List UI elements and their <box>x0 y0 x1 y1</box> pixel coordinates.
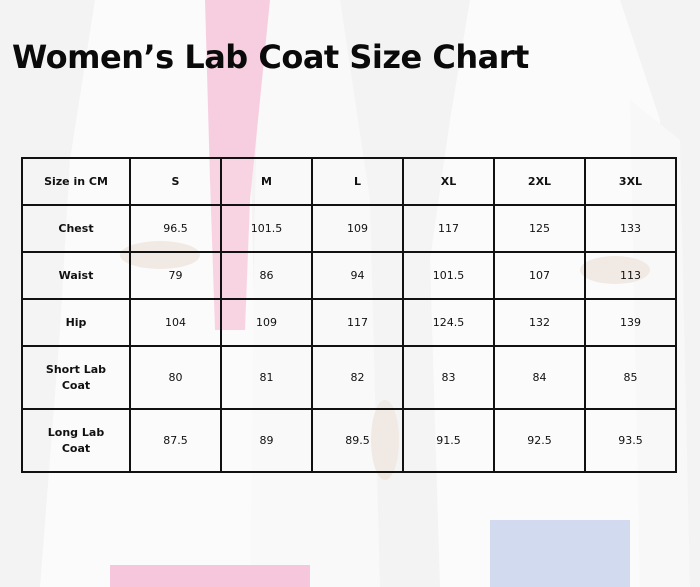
header-cell: S <box>129 157 222 206</box>
table-cell: 101.5 <box>220 204 313 253</box>
table-cell: 139 <box>584 298 677 347</box>
table-cell: 87.5 <box>129 408 222 473</box>
table-cell: 117 <box>311 298 404 347</box>
header-cell: XL <box>402 157 495 206</box>
table-cell: 91.5 <box>402 408 495 473</box>
header-cell: M <box>220 157 313 206</box>
row-label: Long Lab Coat <box>21 408 131 473</box>
table-cell: 84 <box>493 345 586 410</box>
table-cell: 109 <box>311 204 404 253</box>
size-chart-table: Size in CM S M L XL 2XL 3XL Chest 96.5 1… <box>21 157 677 473</box>
table-cell: 133 <box>584 204 677 253</box>
table-cell: 89.5 <box>311 408 404 473</box>
table-cell: 104 <box>129 298 222 347</box>
table-cell: 85 <box>584 345 677 410</box>
table-cell: 101.5 <box>402 251 495 300</box>
table-cell: 96.5 <box>129 204 222 253</box>
table-cell: 92.5 <box>493 408 586 473</box>
table-cell: 82 <box>311 345 404 410</box>
table-row: Waist 79 86 94 101.5 107 113 <box>21 251 677 300</box>
table-cell: 124.5 <box>402 298 495 347</box>
row-label: Waist <box>21 251 131 300</box>
table-row: Chest 96.5 101.5 109 117 125 133 <box>21 204 677 253</box>
table-cell: 89 <box>220 408 313 473</box>
header-cell: L <box>311 157 404 206</box>
table-cell: 107 <box>493 251 586 300</box>
row-label: Short Lab Coat <box>21 345 131 410</box>
table-row: Long Lab Coat 87.5 89 89.5 91.5 92.5 93.… <box>21 408 677 473</box>
table-cell: 113 <box>584 251 677 300</box>
header-cell: 3XL <box>584 157 677 206</box>
table-cell: 79 <box>129 251 222 300</box>
page-title: Women’s Lab Coat Size Chart <box>12 38 529 76</box>
header-cell: Size in CM <box>21 157 131 206</box>
table-row: Short Lab Coat 80 81 82 83 84 85 <box>21 345 677 410</box>
table-row: Hip 104 109 117 124.5 132 139 <box>21 298 677 347</box>
row-label-text: Short Lab Coat <box>45 362 107 392</box>
row-label: Hip <box>21 298 131 347</box>
table-cell: 81 <box>220 345 313 410</box>
table-cell: 125 <box>493 204 586 253</box>
table-cell: 132 <box>493 298 586 347</box>
table-cell: 93.5 <box>584 408 677 473</box>
table-cell: 117 <box>402 204 495 253</box>
row-label: Chest <box>21 204 131 253</box>
table-cell: 83 <box>402 345 495 410</box>
table-cell: 86 <box>220 251 313 300</box>
table-cell: 80 <box>129 345 222 410</box>
table-header-row: Size in CM S M L XL 2XL 3XL <box>21 157 677 206</box>
table-cell: 109 <box>220 298 313 347</box>
header-cell: 2XL <box>493 157 586 206</box>
row-label-text: Long Lab Coat <box>47 425 105 455</box>
table-cell: 94 <box>311 251 404 300</box>
